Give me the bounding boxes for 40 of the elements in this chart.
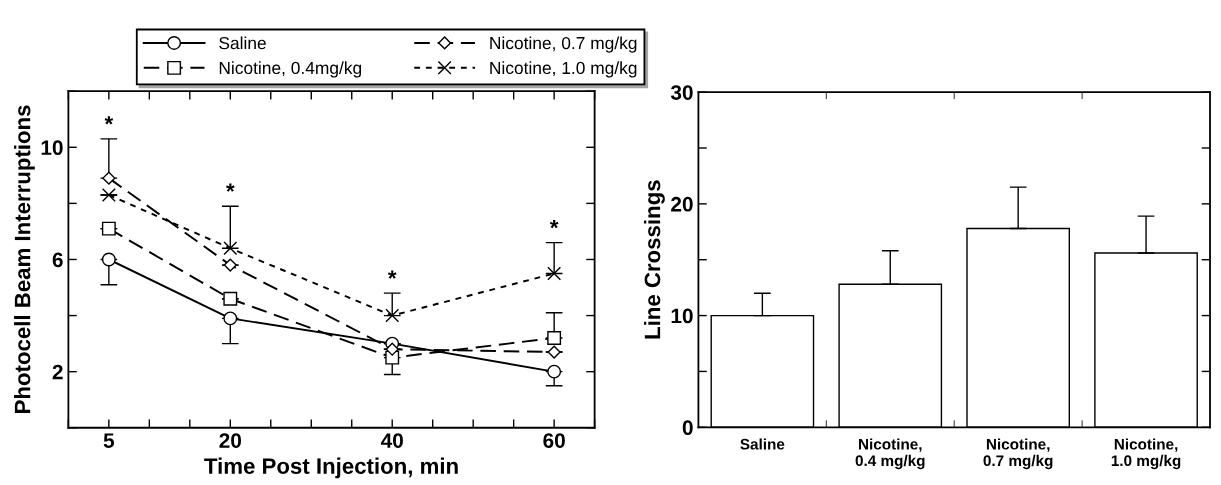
y-axis-title: Line Crossings <box>644 180 665 339</box>
y-tick-label: 2 <box>52 364 63 380</box>
point <box>223 291 238 306</box>
y-tick-label: 10 <box>671 308 693 324</box>
x-tick-label: 60 <box>543 433 565 448</box>
annotation: * <box>226 183 235 192</box>
x-tick-label: Nicotine, 0.7 mg/kg <box>983 438 1053 470</box>
point <box>101 252 116 267</box>
legend-label: Nicotine, 0.4mg/kg <box>219 61 362 78</box>
x-axis-title: Time Post Injection, min <box>204 457 458 479</box>
annotation: * <box>387 270 397 279</box>
y-tick-label: 6 <box>52 252 63 268</box>
point <box>101 221 116 236</box>
y-axis-title: Photocell Beam Interruptions <box>14 105 35 413</box>
point <box>547 364 562 379</box>
point <box>102 171 116 185</box>
point <box>547 266 562 281</box>
point <box>385 342 399 356</box>
x-tick-label: Nicotine, 1.0 mg/kg <box>1111 438 1181 470</box>
x-tick-label: 20 <box>219 433 242 448</box>
y-tick-label: 20 <box>671 196 693 212</box>
point <box>101 188 116 202</box>
point <box>385 308 400 323</box>
x-tick-label: 5 <box>103 433 115 448</box>
x-tick-label: 40 <box>380 433 403 448</box>
point <box>547 345 561 359</box>
x-tick-label: Nicotine, 0.4 mg/kg <box>855 438 925 470</box>
legend-label: Saline <box>219 36 266 50</box>
point <box>547 331 562 345</box>
y-tick-label: 0 <box>682 420 693 436</box>
y-tick-label: 30 <box>670 85 693 100</box>
legend-label: Nicotine, 1.0 mg/kg <box>490 61 637 78</box>
annotation: * <box>104 116 114 125</box>
y-tick-label: 10 <box>41 140 63 156</box>
legend-label: Nicotine, 0.7 mg/kg <box>490 36 637 53</box>
point <box>223 311 238 326</box>
point <box>223 258 237 272</box>
annotation: * <box>549 219 559 229</box>
x-tick-label: Saline <box>740 438 785 450</box>
point <box>223 241 238 256</box>
